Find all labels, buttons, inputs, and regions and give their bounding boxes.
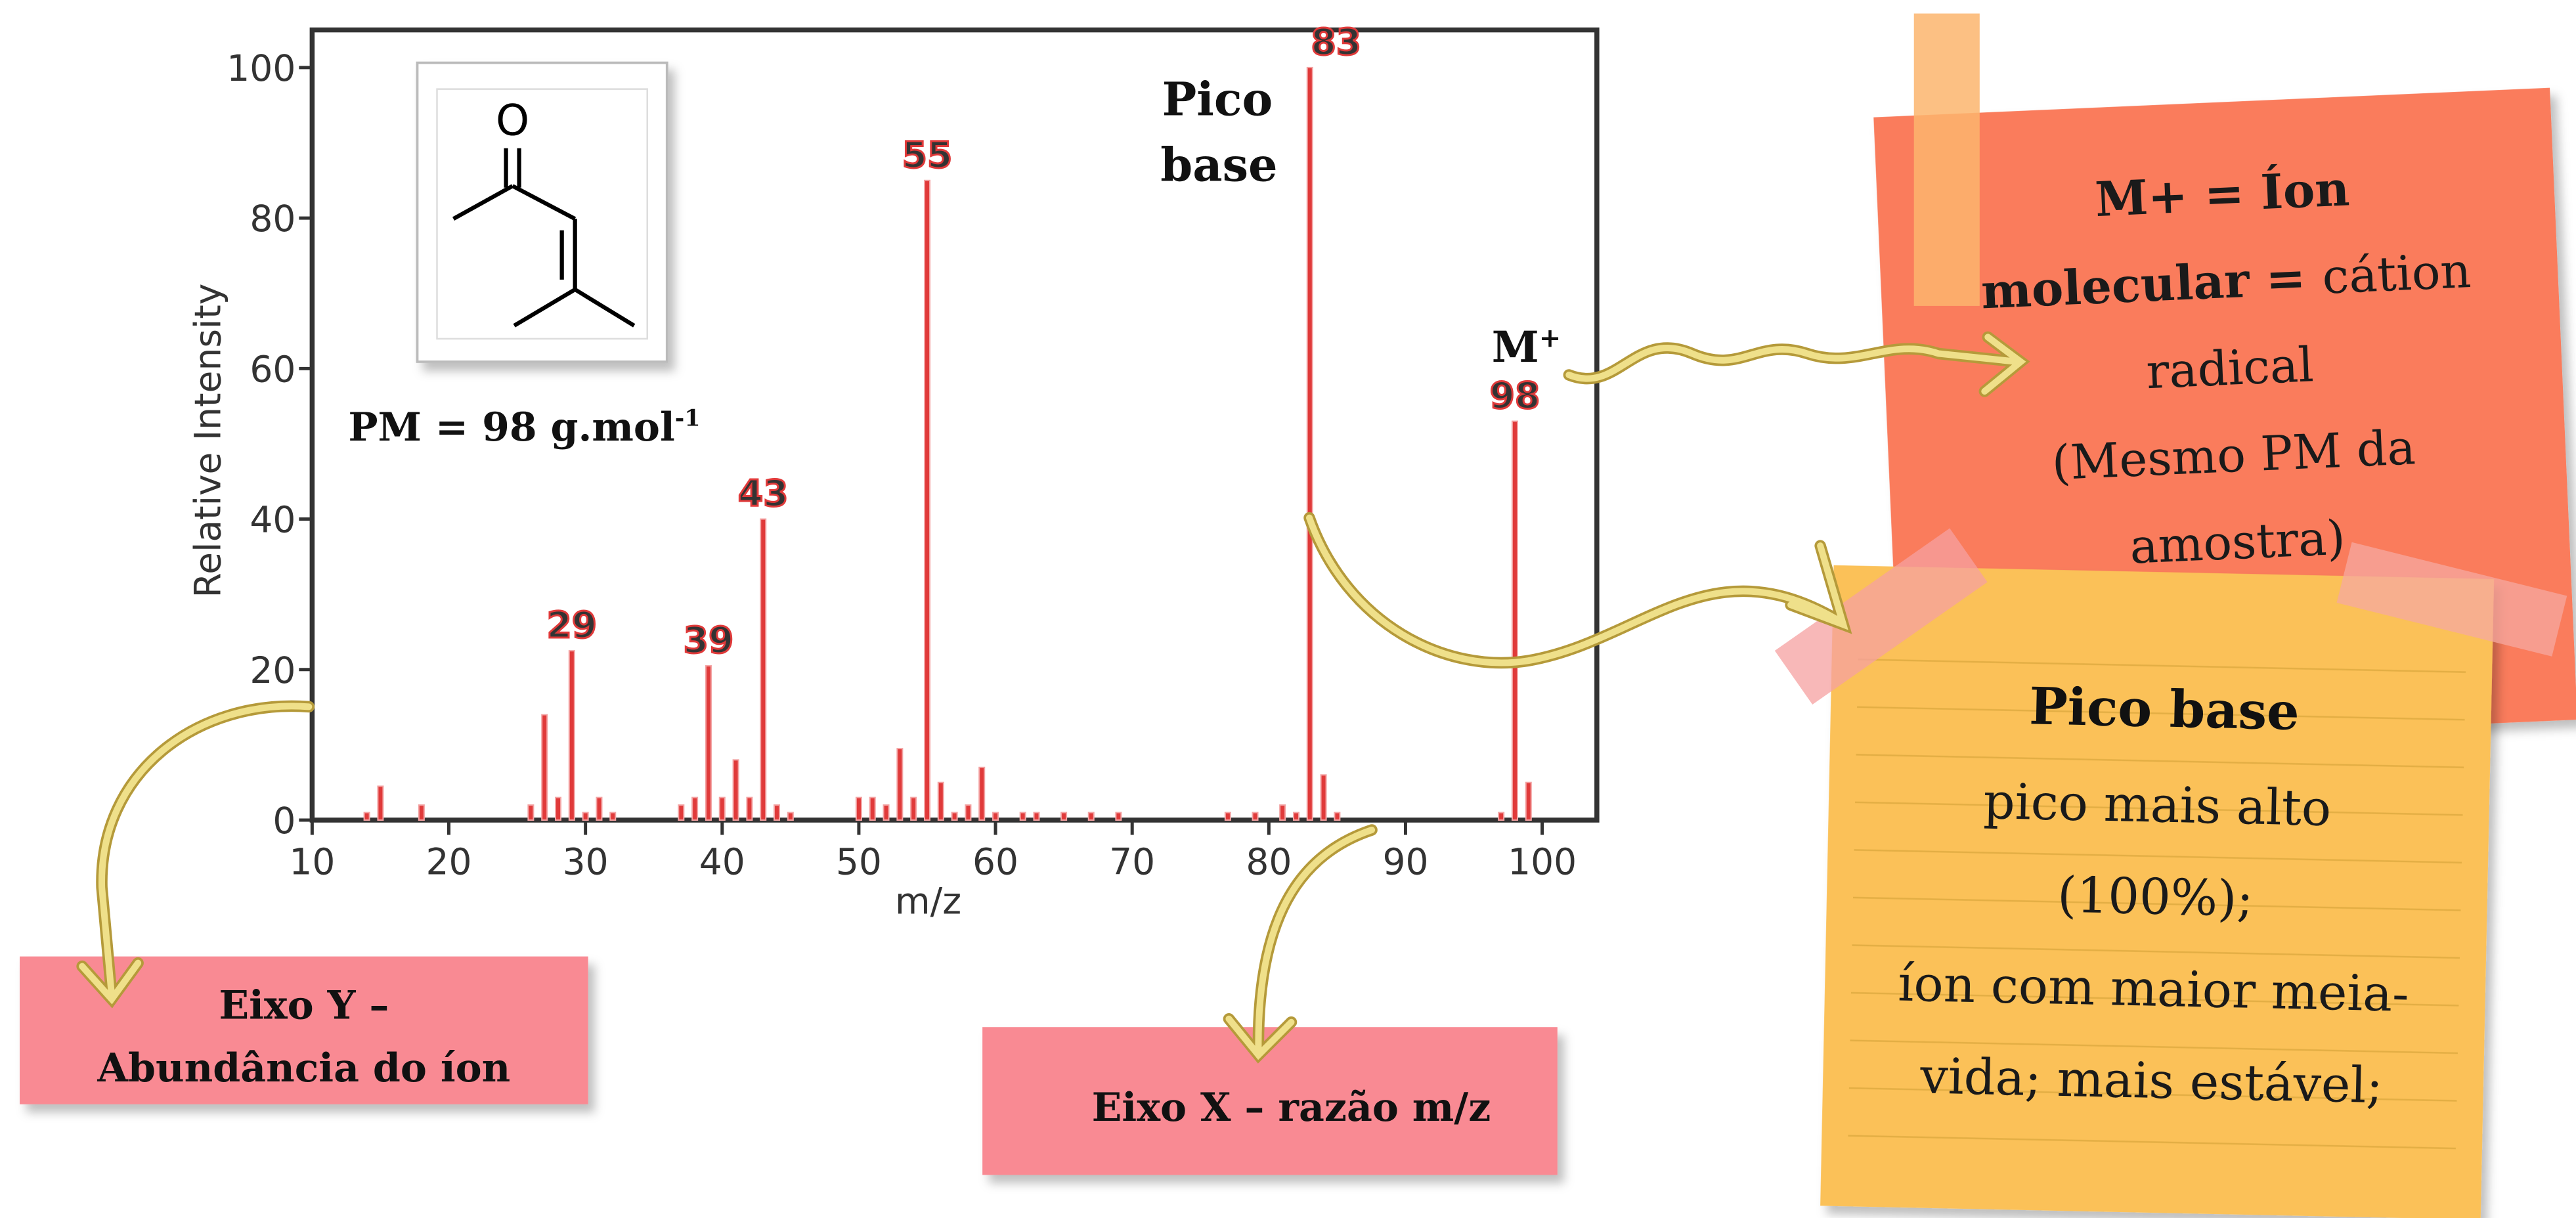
peak-label: 98 — [1490, 375, 1540, 417]
peak — [993, 813, 998, 820]
peak — [1321, 775, 1326, 820]
y-tick-label: 0 — [273, 800, 295, 842]
note-line: íon com maior meia- — [1898, 955, 2410, 1023]
note-text: Abundância do íon — [97, 1045, 510, 1091]
peak — [378, 786, 383, 820]
peak-label: 39 — [684, 619, 734, 661]
y-tick-label: 40 — [250, 499, 295, 541]
note-title: Pico base — [2028, 676, 2300, 742]
y-tick-label: 80 — [250, 198, 295, 240]
x-tick-label: 10 — [289, 841, 335, 883]
x-tick-label: 40 — [699, 841, 745, 883]
peak-label: 29 — [547, 604, 598, 646]
x-tick-label: 50 — [836, 841, 882, 883]
note-line: amostra) — [2129, 511, 2347, 575]
peak — [897, 749, 902, 820]
peak-label: 55 — [902, 134, 953, 176]
peak — [884, 805, 889, 820]
peak — [1061, 813, 1066, 820]
base-peak-label: base — [1160, 138, 1277, 192]
note-segment: amostra) — [2129, 511, 2347, 575]
note-line: radical — [2145, 337, 2315, 400]
peak — [952, 813, 957, 820]
peak — [720, 798, 725, 820]
peak — [1034, 813, 1039, 820]
peak — [856, 798, 862, 820]
peak — [1020, 813, 1026, 820]
peak — [678, 805, 684, 820]
base-peak-note: Pico base pico mais alto (100%); íon com m… — [1820, 565, 2494, 1218]
peak — [528, 805, 533, 820]
x-tick-label: 90 — [1382, 841, 1428, 883]
peak — [788, 813, 793, 820]
peak — [747, 798, 752, 820]
peak — [419, 805, 424, 820]
x-tick-label: 80 — [1246, 841, 1292, 883]
peak — [706, 666, 711, 820]
peak — [1225, 813, 1231, 820]
note-line: (100%); — [2057, 865, 2254, 927]
peak — [965, 805, 971, 820]
peak — [979, 768, 984, 820]
peak — [610, 813, 615, 820]
peak — [364, 813, 370, 820]
peak — [733, 760, 739, 820]
peak — [1334, 813, 1340, 820]
peak — [870, 798, 875, 820]
peak — [1307, 68, 1313, 820]
peak — [925, 181, 930, 820]
peak — [760, 519, 766, 820]
note-segment: cátion — [2321, 244, 2472, 305]
peak — [1089, 813, 1094, 820]
note-segment: M+ = Íon — [2094, 160, 2351, 228]
peak — [938, 783, 944, 820]
peak — [556, 798, 561, 820]
peak — [583, 813, 588, 820]
structure: O — [417, 63, 666, 362]
peak — [1116, 813, 1121, 820]
peak — [596, 798, 601, 820]
peak — [911, 798, 916, 820]
structure-box — [417, 63, 666, 362]
x-tick-label: 100 — [1508, 841, 1577, 883]
figure: m/z Relative Intensity O PM = 98 g.mol-1… — [0, 0, 2576, 1218]
x-tick-label: 70 — [1109, 841, 1155, 883]
base-peak-label: Pico — [1162, 72, 1273, 127]
peak-label: 43 — [738, 473, 789, 515]
peak — [1294, 813, 1299, 820]
peak-label: 83 — [1311, 21, 1362, 63]
x-tick-label: 30 — [563, 841, 609, 883]
peak — [1512, 422, 1517, 820]
molar-mass: PM = 98 g.mol-1 — [348, 404, 700, 450]
x-axis-title: m/z — [895, 881, 961, 923]
peak — [774, 805, 779, 820]
peak — [1498, 813, 1504, 820]
y-axis-title: Relative Intensity — [186, 284, 229, 598]
peak — [569, 651, 575, 820]
peak — [1253, 813, 1258, 820]
note-segment: radical — [2145, 337, 2315, 400]
y-tick-label: 20 — [250, 649, 295, 691]
x-tick-label: 20 — [426, 841, 471, 883]
note-text: Eixo X – razão m/z — [1092, 1085, 1491, 1131]
note-text: Eixo Y – — [219, 983, 389, 1029]
tape — [1914, 14, 1980, 306]
x-tick-label: 60 — [972, 841, 1018, 883]
page: m/z Relative Intensity O PM = 98 g.mol-1… — [0, 0, 2576, 1218]
note-line: M+ = Íon — [2094, 160, 2351, 228]
y-tick-label: 100 — [227, 47, 295, 89]
peak — [1280, 805, 1285, 820]
peak — [542, 715, 547, 820]
peak — [692, 798, 697, 820]
note-line: vida; mais estável; — [1919, 1047, 2384, 1114]
y-tick-label: 60 — [250, 348, 295, 390]
peak — [1526, 783, 1531, 820]
note-line: pico mais alto — [1983, 772, 2332, 837]
atom-label: O — [496, 97, 529, 146]
